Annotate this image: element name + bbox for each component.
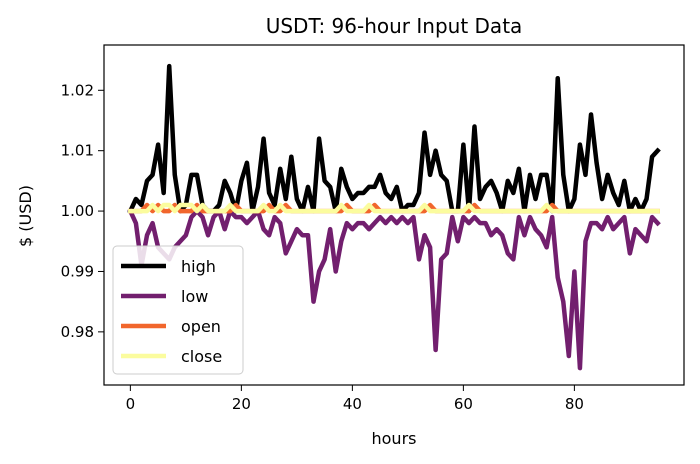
legend-items: high low open close <box>121 257 222 366</box>
legend-label-close: close <box>181 347 222 366</box>
x-tick-label: 0 <box>126 395 136 413</box>
y-axis-label: $ (USD) <box>16 185 35 247</box>
x-tick-label: 60 <box>454 395 473 413</box>
chart-title: USDT: 96-hour Input Data <box>266 14 523 38</box>
legend-label-low: low <box>181 287 208 306</box>
y-tick-label: 1.00 <box>61 202 94 220</box>
x-axis: 0 20 40 60 80 <box>126 385 584 413</box>
plot-frame <box>103 44 685 386</box>
legend-frame <box>112 245 244 375</box>
series-line-close <box>128 202 660 214</box>
x-tick-label: 20 <box>232 395 251 413</box>
legend-label-high: high <box>181 257 216 276</box>
y-tick-label: 1.02 <box>61 81 94 99</box>
y-tick-label: 0.99 <box>61 262 94 280</box>
legend-label-open: open <box>181 317 221 336</box>
legend: high low open close <box>112 245 244 375</box>
series-layer <box>127 63 661 371</box>
y-axis: 0.98 0.99 1.00 1.01 1.02 <box>61 81 104 341</box>
x-tick-label: 40 <box>343 395 362 413</box>
x-axis-label: hours <box>372 429 417 448</box>
y-tick-label: 1.01 <box>61 142 94 160</box>
y-tick-label: 0.98 <box>61 323 94 341</box>
series-line-high <box>127 63 661 215</box>
x-tick-label: 80 <box>565 395 584 413</box>
